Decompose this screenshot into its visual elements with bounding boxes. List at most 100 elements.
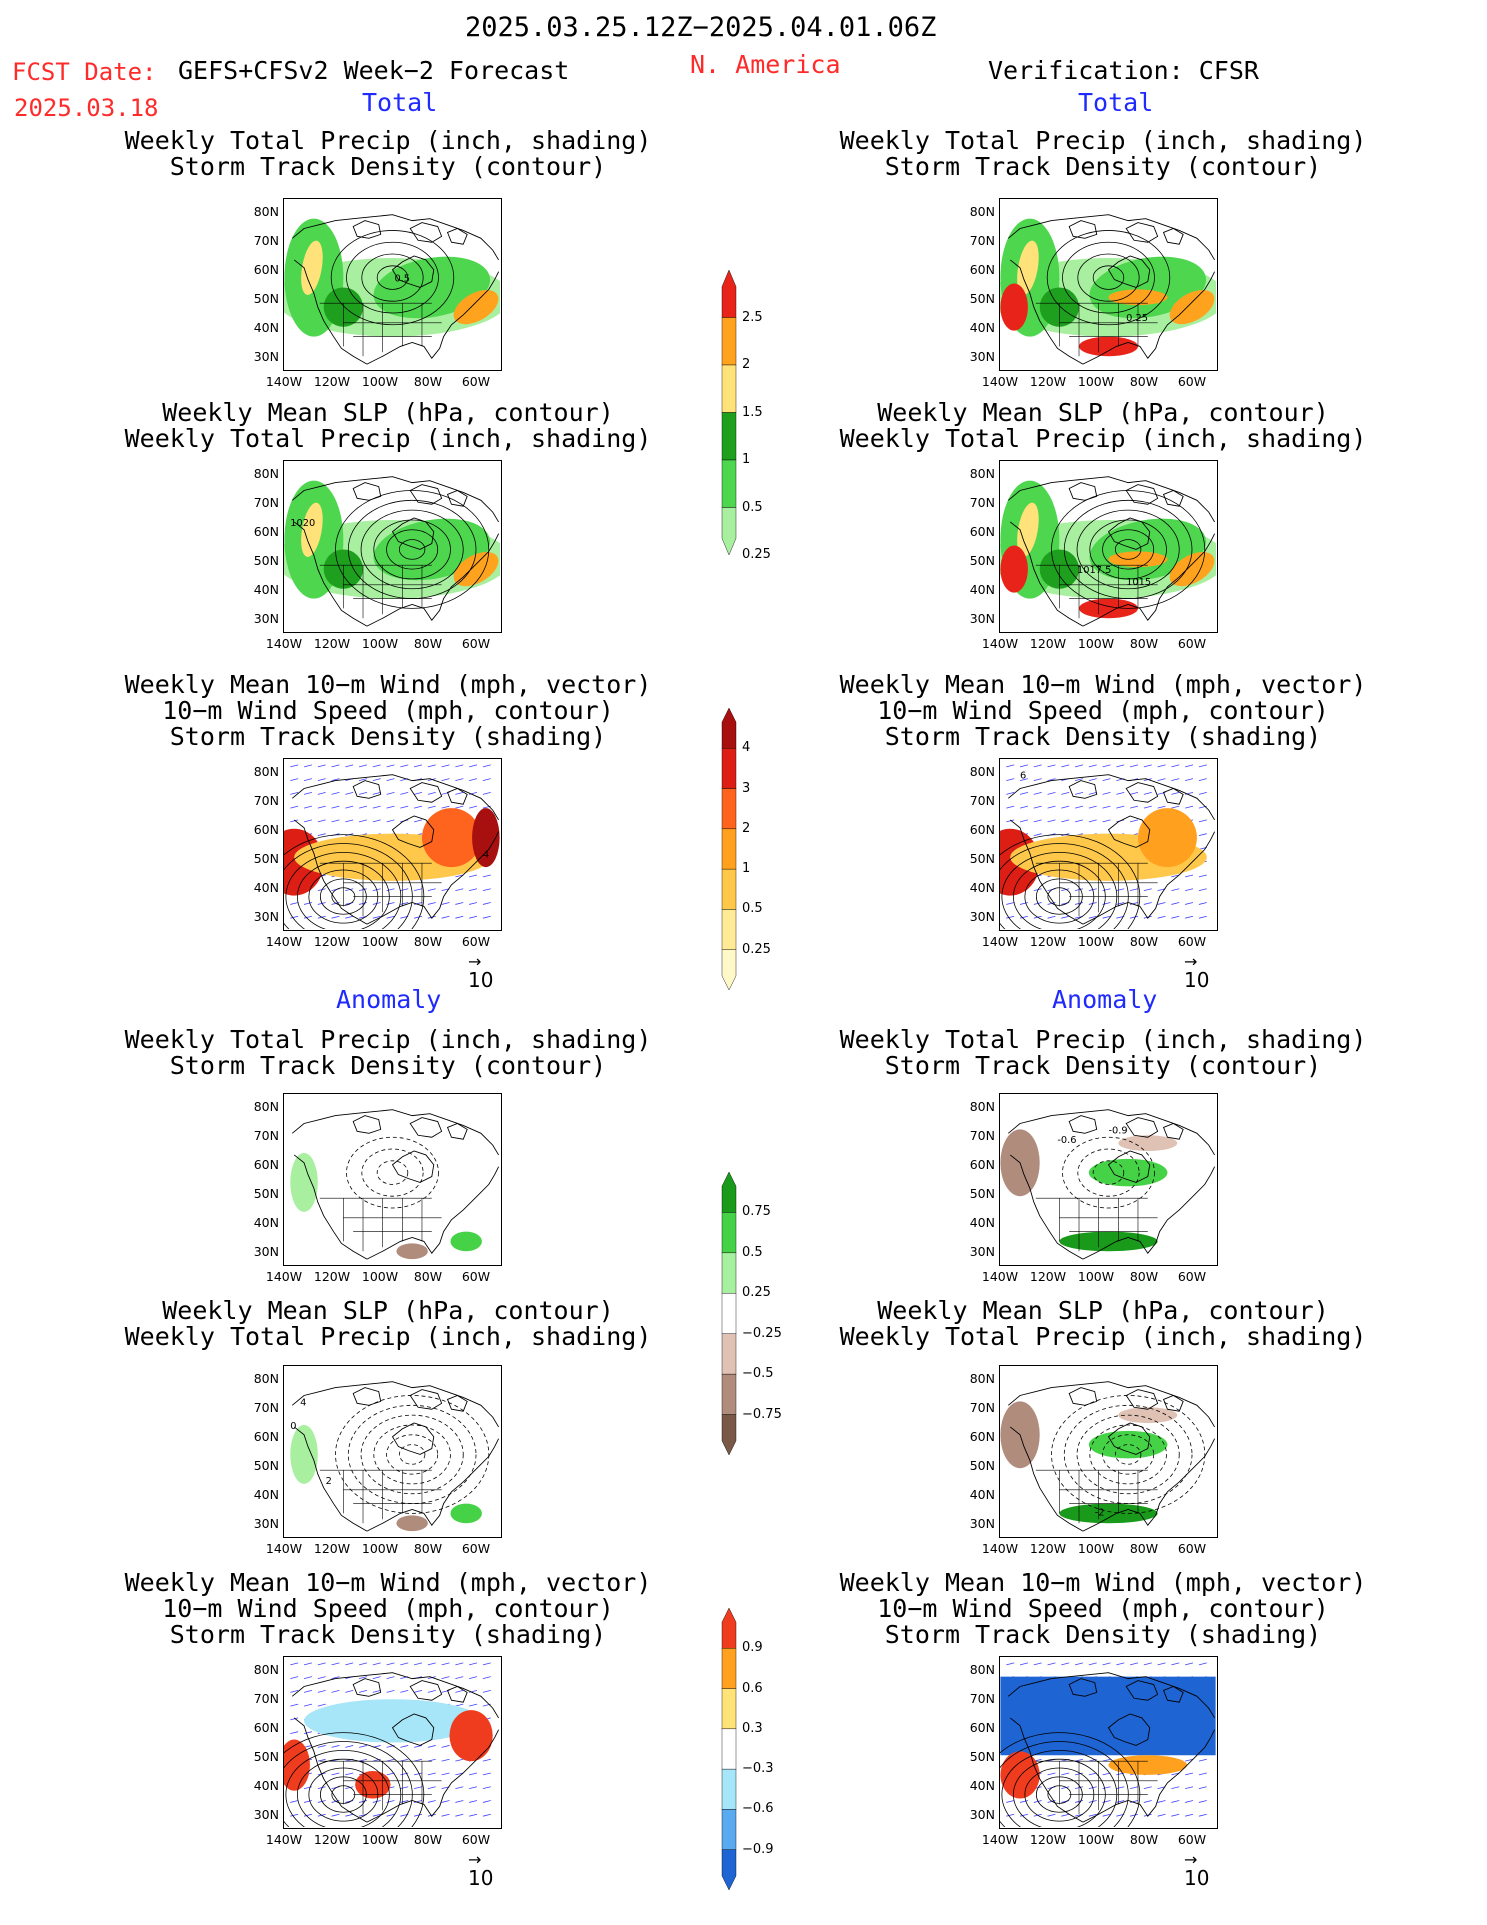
- lat-tick-label: 40N: [253, 582, 279, 597]
- lat-tick-label: 30N: [969, 909, 995, 924]
- lat-tick-label: 40N: [253, 1778, 279, 1793]
- lon-tick-label: 100W: [361, 1269, 399, 1284]
- wind-speed-contours: [1000, 1732, 1141, 1827]
- lat-tick-label: 40N: [969, 880, 995, 895]
- colorbar-segment: [721, 949, 737, 991]
- lon-tick-label: 60W: [461, 1832, 491, 1847]
- colorbar-label: 0.6: [742, 1680, 763, 1696]
- storm-shade-high: [1137, 808, 1197, 868]
- anom-precip-wet: [1088, 1430, 1168, 1459]
- precip-shade-max: [1000, 283, 1028, 331]
- panel-title: Weekly Total Precip (inch, shading) Stor…: [839, 126, 1367, 181]
- precip-shade-high: [1108, 289, 1168, 306]
- lat-tick-label: 40N: [969, 1487, 995, 1502]
- storm-contours: [330, 230, 455, 326]
- lon-tick-label: 120W: [313, 374, 351, 389]
- lon-tick-label: 140W: [265, 374, 303, 389]
- lat-tick-label: 50N: [969, 1458, 995, 1473]
- colorbar-segment: [721, 1373, 737, 1415]
- lon-tick-label: 140W: [981, 934, 1019, 949]
- vector-reference-value: 10: [468, 968, 494, 992]
- lat-tick-label: 50N: [253, 1749, 279, 1764]
- lon-tick-label: 120W: [313, 636, 351, 651]
- lat-tick-label: 60N: [969, 1720, 995, 1735]
- contour-label: -0.9: [1108, 1125, 1127, 1136]
- colorbar-label: −0.6: [742, 1801, 774, 1817]
- colorbar-segment: [721, 828, 737, 870]
- precip-shade-high: [1169, 289, 1215, 325]
- panel-title: Weekly Mean SLP (hPa, contour) Weekly To…: [124, 398, 652, 453]
- verification-label: Verification: CFSR: [988, 56, 1259, 85]
- colorbar-segment: [721, 317, 737, 366]
- lat-tick-label: 50N: [253, 553, 279, 568]
- colorbar-segment: [721, 459, 737, 508]
- lat-tick-label: 30N: [969, 1244, 995, 1259]
- colorbar-label: 2.5: [742, 309, 763, 325]
- lon-tick-label: 60W: [461, 636, 491, 651]
- state-borders: [319, 302, 442, 357]
- contour-label: 0: [290, 1421, 296, 1432]
- lon-tick-label: 60W: [461, 1269, 491, 1284]
- lon-tick-label: 100W: [361, 934, 399, 949]
- panel-title: Weekly Mean SLP (hPa, contour) Weekly To…: [124, 1296, 652, 1351]
- lon-tick-label: 140W: [265, 1269, 303, 1284]
- contour-label: -0.6: [1057, 1135, 1076, 1146]
- colorbar-label: 0.25: [742, 941, 771, 957]
- lon-tick-label: 140W: [981, 636, 1019, 651]
- lon-tick-label: 60W: [1177, 1269, 1207, 1284]
- contour-label: 0.25: [1126, 313, 1148, 324]
- slp-contours: [335, 490, 490, 609]
- precip-shade-high: [1017, 240, 1039, 295]
- lon-tick-label: 120W: [1029, 1541, 1067, 1556]
- lat-tick-label: 40N: [969, 1215, 995, 1230]
- lat-tick-label: 40N: [969, 582, 995, 597]
- vector-reference-value: 10: [1184, 1866, 1210, 1890]
- wind-speed-contours: [284, 1732, 425, 1827]
- state-borders: [319, 1760, 442, 1815]
- colorbar-segment: [721, 1849, 737, 1891]
- wind-speed-contours: [1000, 834, 1141, 929]
- anom-storm-high: [449, 1710, 493, 1762]
- anom-precip-dry: [1118, 1135, 1178, 1151]
- anom-storm-high: [355, 1770, 391, 1799]
- colorbar-segment: [721, 748, 737, 789]
- precip-shade-max: [1000, 545, 1028, 593]
- fcst-date-value: 2025.03.18: [14, 94, 159, 122]
- state-borders: [1035, 862, 1158, 917]
- lat-tick-label: 30N: [253, 1516, 279, 1531]
- lat-tick-label: 50N: [253, 1458, 279, 1473]
- lon-tick-label: 80W: [1129, 636, 1159, 651]
- colorbar-segment: [721, 1171, 737, 1213]
- lon-tick-label: 100W: [361, 1832, 399, 1847]
- coastline: [1007, 476, 1216, 627]
- state-borders: [319, 862, 442, 917]
- state-borders: [1035, 302, 1158, 357]
- colorbar-segment: [721, 868, 737, 910]
- lon-tick-label: 80W: [1129, 1541, 1159, 1556]
- lat-tick-label: 40N: [969, 320, 995, 335]
- colorbar-label: 0.5: [742, 499, 763, 515]
- lon-tick-label: 100W: [1077, 1269, 1115, 1284]
- lat-tick-label: 40N: [253, 1215, 279, 1230]
- colorbar-segment: [721, 788, 737, 830]
- section-anomaly-right: Anomaly: [1052, 985, 1158, 1014]
- lat-tick-label: 30N: [969, 1807, 995, 1822]
- section-total-left: Total: [362, 88, 438, 117]
- lon-tick-label: 80W: [413, 1832, 443, 1847]
- period-title: 2025.03.25.12Z−2025.04.01.06Z: [465, 12, 937, 43]
- colorbar-segment: [721, 412, 737, 461]
- lon-tick-label: 60W: [1177, 1832, 1207, 1847]
- lat-tick-label: 50N: [969, 851, 995, 866]
- contour-label: 1015: [1126, 577, 1151, 588]
- lon-tick-label: 100W: [1077, 1541, 1115, 1556]
- lat-tick-label: 30N: [253, 1244, 279, 1259]
- coastline: [1007, 1672, 1216, 1823]
- coastline: [1007, 774, 1216, 925]
- section-total-right: Total: [1078, 88, 1154, 117]
- lon-tick-label: 80W: [413, 1541, 443, 1556]
- lon-tick-label: 80W: [413, 636, 443, 651]
- lat-tick-label: 80N: [253, 1662, 279, 1677]
- forecast-map-6: [283, 1656, 502, 1829]
- lon-tick-label: 100W: [1077, 934, 1115, 949]
- colorbar-label: 0.25: [742, 1285, 771, 1301]
